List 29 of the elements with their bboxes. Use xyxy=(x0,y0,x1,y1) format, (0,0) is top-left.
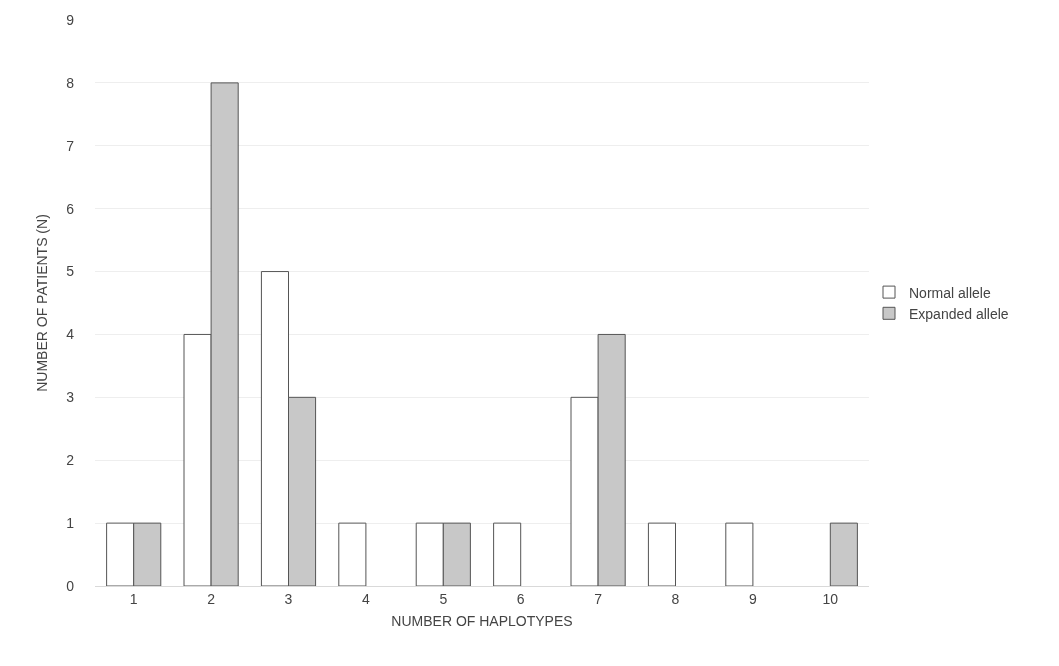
x-tick-label: 5 xyxy=(439,590,448,607)
y-tick-label: 2 xyxy=(66,452,75,469)
y-tick-label: 1 xyxy=(66,515,75,532)
x-tick-label: 6 xyxy=(516,590,525,607)
x-tick-label: 8 xyxy=(671,590,680,607)
y-tick-label: 0 xyxy=(66,577,75,594)
x-tick-label: 9 xyxy=(749,590,757,607)
y-axis-title: NUMBER OF PATIENTS (N) xyxy=(33,214,50,392)
y-tick-label: 6 xyxy=(66,200,75,217)
x-tick-label: 1 xyxy=(129,590,138,607)
y-tick-label: 3 xyxy=(66,389,75,406)
bar xyxy=(338,522,367,586)
x-axis-title: NUMBER OF HAPLOTYPES xyxy=(391,613,573,630)
legend-label: Expanded allele xyxy=(909,305,1009,322)
x-tick-label: 7 xyxy=(594,590,603,607)
y-tick-label: 7 xyxy=(66,137,75,154)
y-tick-label: 5 xyxy=(66,263,75,280)
bar xyxy=(829,522,858,586)
y-tick-label: 4 xyxy=(66,326,75,343)
legend-label: Normal allele xyxy=(909,284,991,301)
bar xyxy=(725,522,754,586)
x-tick-label: 10 xyxy=(822,590,839,607)
y-tick-label: 9 xyxy=(66,11,75,28)
x-tick-label: 4 xyxy=(362,590,370,607)
bar xyxy=(493,522,522,586)
y-tick-label: 8 xyxy=(66,74,75,91)
x-tick-label: 2 xyxy=(207,590,216,607)
bar xyxy=(647,522,676,586)
x-tick-label: 3 xyxy=(284,590,293,607)
